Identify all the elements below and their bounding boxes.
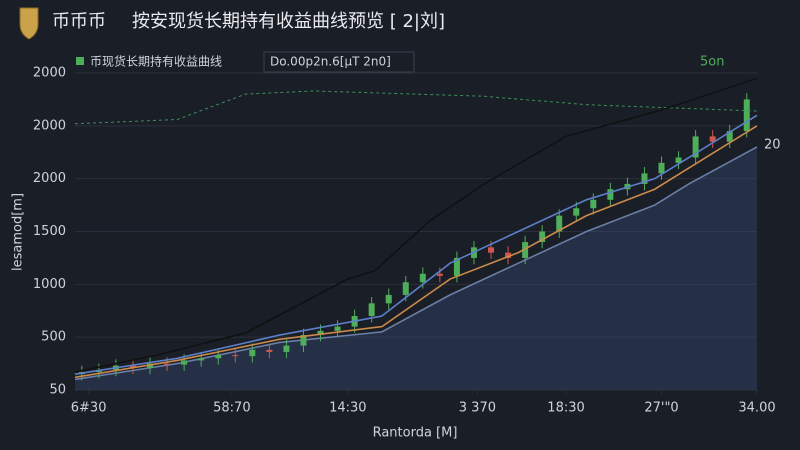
candle-body: [692, 136, 699, 158]
candle-body: [266, 349, 273, 352]
candle-body: [505, 252, 512, 258]
x-tick-label: 18:30: [547, 401, 584, 416]
candle-body: [726, 131, 733, 142]
candle-body: [607, 189, 614, 200]
candle-body: [539, 231, 546, 243]
candle-body: [658, 162, 665, 174]
candle-body: [129, 365, 136, 368]
annotation: 20: [764, 138, 781, 153]
candle-body: [181, 360, 188, 365]
y-tick-label: 2000: [33, 171, 66, 186]
logo: [19, 7, 39, 40]
candle-body: [317, 330, 324, 336]
candle-body: [215, 355, 222, 359]
candle-body: [709, 136, 716, 142]
legend-note-box: [263, 51, 415, 73]
y-tick-label: 1500: [33, 224, 66, 239]
x-tick-label: 34.00: [738, 401, 775, 416]
x-tick-label: 14:30: [329, 401, 366, 416]
legend-swatch: [76, 57, 84, 65]
candle-body: [743, 99, 750, 132]
x-tick-label: 58:70: [213, 401, 250, 416]
x-tick-label: 27'"0: [644, 401, 678, 416]
candle-body: [334, 326, 341, 331]
legend-note: Do.00p2n.6[µT 2n0]: [270, 55, 391, 69]
candle-body: [249, 349, 256, 357]
candle-body: [556, 215, 563, 232]
annotation: 5on: [700, 55, 724, 70]
y-tick-label: 1000: [33, 277, 66, 292]
y-tick-label: 500: [41, 330, 66, 345]
y-tick-label: 2000: [33, 66, 66, 81]
candle-body: [300, 335, 307, 346]
candle-body: [198, 358, 205, 361]
x-tick-label: 3 370: [459, 401, 496, 416]
candle-body: [573, 208, 580, 216]
chart-title: 按安现货长期持有收益曲线预览 [ 2|刘]: [132, 11, 445, 32]
candle-body: [675, 157, 682, 163]
candle-body: [402, 282, 409, 295]
legend-label: 币现货长期持有收益曲线: [90, 54, 222, 69]
brand: 币币币: [52, 11, 106, 32]
candle-body: [488, 247, 495, 253]
y-tick-label: 2000: [33, 118, 66, 133]
line: [74, 77, 758, 373]
candle-body: [164, 363, 171, 365]
candle-body: [419, 273, 426, 283]
candle-body: [436, 273, 443, 276]
y-tick-label: 50: [49, 383, 66, 398]
line: [74, 114, 758, 375]
candle-body: [641, 173, 648, 184]
x-axis-label: Rantorda [M]: [373, 426, 458, 441]
candle-body: [522, 242, 529, 258]
candle-body: [590, 199, 597, 209]
line: [74, 125, 758, 379]
x-tick-label: 6#30: [71, 401, 107, 416]
area: [75, 146, 757, 390]
y-axis-label: lesamod[m]: [11, 193, 26, 271]
candle-body: [232, 355, 239, 357]
candle-body: [283, 345, 290, 352]
line: [74, 146, 758, 381]
candle-body: [385, 294, 392, 304]
candle-body: [453, 257, 460, 276]
line: [74, 90, 758, 125]
candle-body: [368, 303, 375, 317]
